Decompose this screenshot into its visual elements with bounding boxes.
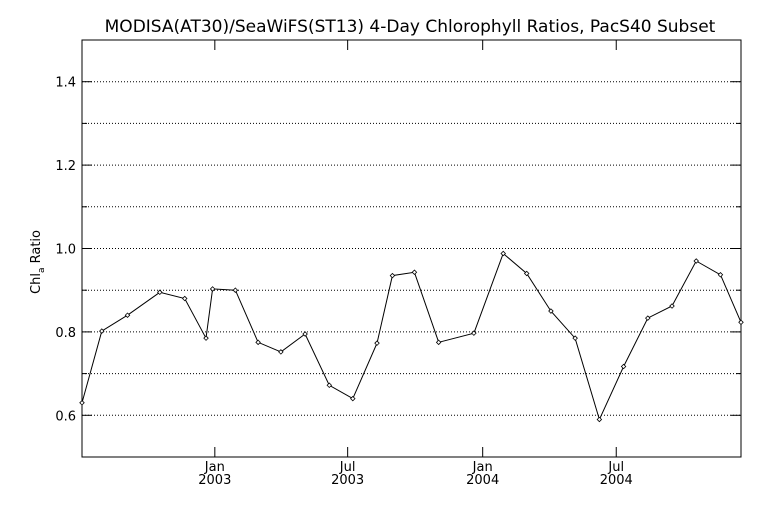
y-tick-label: 1.2 (55, 159, 76, 174)
data-point (157, 289, 163, 296)
data-point (209, 286, 216, 292)
x-tick-label-year: 2003 (198, 473, 231, 488)
data-point (523, 270, 530, 277)
data-point (548, 308, 554, 314)
data-point (255, 339, 261, 346)
data-point (326, 382, 333, 389)
data-point (471, 330, 477, 336)
gridlines (82, 81, 741, 416)
x-tick-label-month: Jan (472, 460, 493, 475)
data-point (596, 416, 603, 423)
data-point (203, 335, 209, 341)
x-tick-label-month: Jul (339, 460, 356, 475)
data-point (620, 363, 627, 370)
y-axis-label-rest: Ratio (29, 230, 44, 268)
x-tick-label-month: Jan (204, 460, 225, 475)
y-tick-label: 1.0 (55, 243, 76, 258)
data-point (389, 272, 396, 279)
data-point (738, 319, 744, 326)
data-point (693, 258, 700, 264)
data-point (572, 335, 578, 341)
x-tick-label-month: Jul (607, 460, 624, 475)
y-axis-label-subscript: a (37, 268, 47, 274)
y-axis: 0.6 0.8 1.0 1.2 1.4 (55, 76, 741, 424)
x-tick-label-year: 2003 (331, 473, 364, 488)
data-point (645, 315, 651, 321)
data-point (181, 295, 188, 302)
y-tick-label: 0.8 (55, 326, 76, 341)
chart-title: MODISA(AT30)/SeaWiFS(ST13) 4-Day Chlorop… (105, 17, 716, 37)
data-point (500, 250, 506, 257)
data-point (374, 340, 380, 346)
y-tick-label: 1.4 (55, 76, 76, 91)
data-point (717, 272, 724, 278)
y-axis-label: Chla Ratio (29, 230, 47, 294)
data-point (669, 303, 675, 309)
plot-frame (81, 39, 742, 458)
data-point (411, 269, 418, 276)
series (79, 250, 744, 423)
data-point (302, 331, 308, 337)
x-tick-label-year: 2004 (600, 473, 633, 488)
data-point (278, 349, 284, 355)
y-axis-label-main: Chl (29, 273, 44, 294)
series-line (81, 252, 742, 421)
x-tick-label-year: 2004 (466, 473, 499, 488)
data-point (435, 339, 442, 346)
data-point (124, 312, 131, 318)
y-tick-label: 0.6 (55, 409, 76, 424)
data-point (99, 328, 105, 334)
data-point (79, 400, 85, 406)
data-point (350, 395, 356, 402)
data-point (232, 287, 239, 293)
